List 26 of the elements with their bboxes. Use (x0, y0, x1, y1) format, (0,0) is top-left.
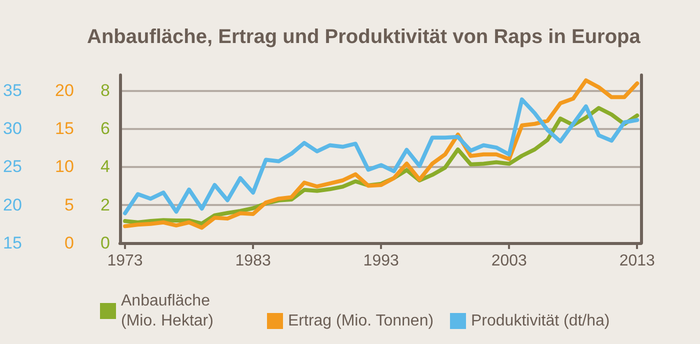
legend-label: Ertrag (Mio. Tonnen) (288, 312, 434, 330)
x-tick-label: 1983 (235, 252, 271, 270)
chart-title: Anbaufläche, Ertrag und Produktivität von Raps in Europa (87, 26, 642, 48)
y2-tick-label: 10 (54, 157, 74, 176)
x-tick-label: 2013 (619, 252, 656, 270)
legend-label: Anbaufläche (Mio. Hektar) (121, 292, 214, 330)
y-tick-label: 2 (100, 195, 110, 214)
x-tick-label: 1973 (107, 252, 143, 270)
y3-tick-label: 25 (2, 157, 22, 176)
y2-tick-label: 5 (64, 195, 74, 214)
y3-tick-label: 35 (2, 80, 22, 100)
y-tick-label: 4 (100, 157, 110, 176)
y2-tick-label: 20 (54, 80, 74, 100)
y-tick-label: 6 (100, 118, 110, 138)
y-tick-label: 8 (100, 80, 110, 100)
legend-label: Produktivität (dt/ha) (471, 312, 610, 330)
x-tick-label: 1993 (363, 252, 399, 270)
line-series (123, 97, 640, 216)
y3-tick-label: 30 (2, 118, 22, 138)
y2-tick-label: 15 (54, 118, 74, 138)
x-tick-label: 2003 (491, 252, 528, 270)
line-series (123, 78, 640, 230)
y-tick-label: 0 (100, 234, 110, 252)
y2-tick-label: 0 (64, 234, 74, 252)
y3-tick-label: 15 (2, 234, 22, 252)
y3-tick-label: 20 (2, 195, 22, 214)
